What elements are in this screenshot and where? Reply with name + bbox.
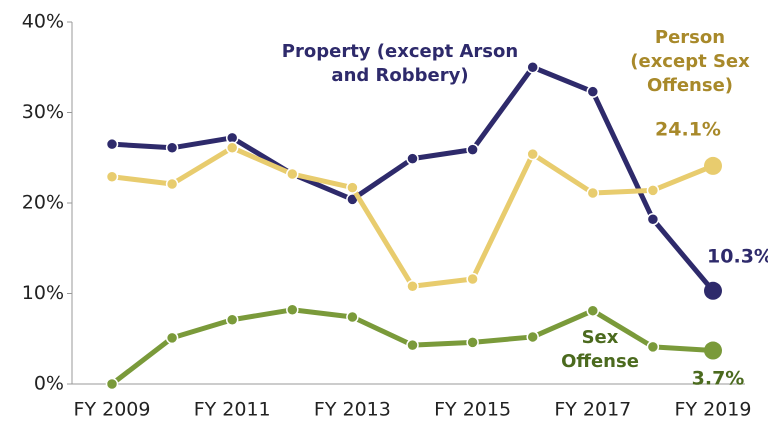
data-point xyxy=(466,336,479,349)
x-tick-label: FY 2017 xyxy=(554,399,631,421)
data-point xyxy=(225,141,239,155)
value-label: 24.1% xyxy=(655,119,721,141)
data-point xyxy=(586,304,600,317)
data-point xyxy=(105,137,119,151)
data-point xyxy=(526,61,539,74)
data-point xyxy=(526,330,539,344)
data-point xyxy=(526,147,539,161)
data-point xyxy=(105,377,119,391)
data-point xyxy=(646,184,660,197)
data-point xyxy=(466,143,479,156)
x-tick-label: FY 2019 xyxy=(675,399,752,421)
data-point xyxy=(406,338,419,352)
data-point xyxy=(225,313,239,326)
x-tick-label: FY 2011 xyxy=(194,399,271,421)
data-point xyxy=(165,177,179,191)
data-point xyxy=(704,341,722,360)
data-point xyxy=(406,152,419,165)
series-label: Person (except Sex Offense) xyxy=(630,27,750,96)
data-point xyxy=(105,170,119,184)
data-point xyxy=(165,331,179,345)
y-tick-label: 20% xyxy=(22,192,64,214)
y-tick-label: 10% xyxy=(22,282,64,304)
data-point xyxy=(346,310,359,324)
y-tick-label: 0% xyxy=(34,373,64,395)
data-point xyxy=(704,281,722,300)
data-point xyxy=(586,85,600,98)
series-line xyxy=(111,145,714,289)
data-point xyxy=(586,186,600,200)
data-point xyxy=(286,303,299,317)
value-label: 3.7% xyxy=(692,368,745,390)
data-point xyxy=(704,156,722,175)
data-point xyxy=(646,340,660,354)
data-point xyxy=(406,280,419,293)
x-tick-label: FY 2015 xyxy=(434,399,511,421)
series-label: Sex Offense xyxy=(561,327,639,372)
y-tick-label: 40% xyxy=(22,11,64,33)
data-point xyxy=(466,272,479,286)
series-line xyxy=(111,64,715,293)
data-point xyxy=(165,141,179,155)
y-tick-label: 30% xyxy=(22,101,64,123)
x-tick-label: FY 2009 xyxy=(74,399,151,421)
data-point xyxy=(646,213,660,226)
value-label: 10.3% xyxy=(707,246,768,268)
data-point xyxy=(286,167,299,181)
series-label: Property (except Arson and Robbery) xyxy=(281,41,519,86)
x-tick-label: FY 2013 xyxy=(314,399,391,421)
data-point xyxy=(346,181,359,194)
